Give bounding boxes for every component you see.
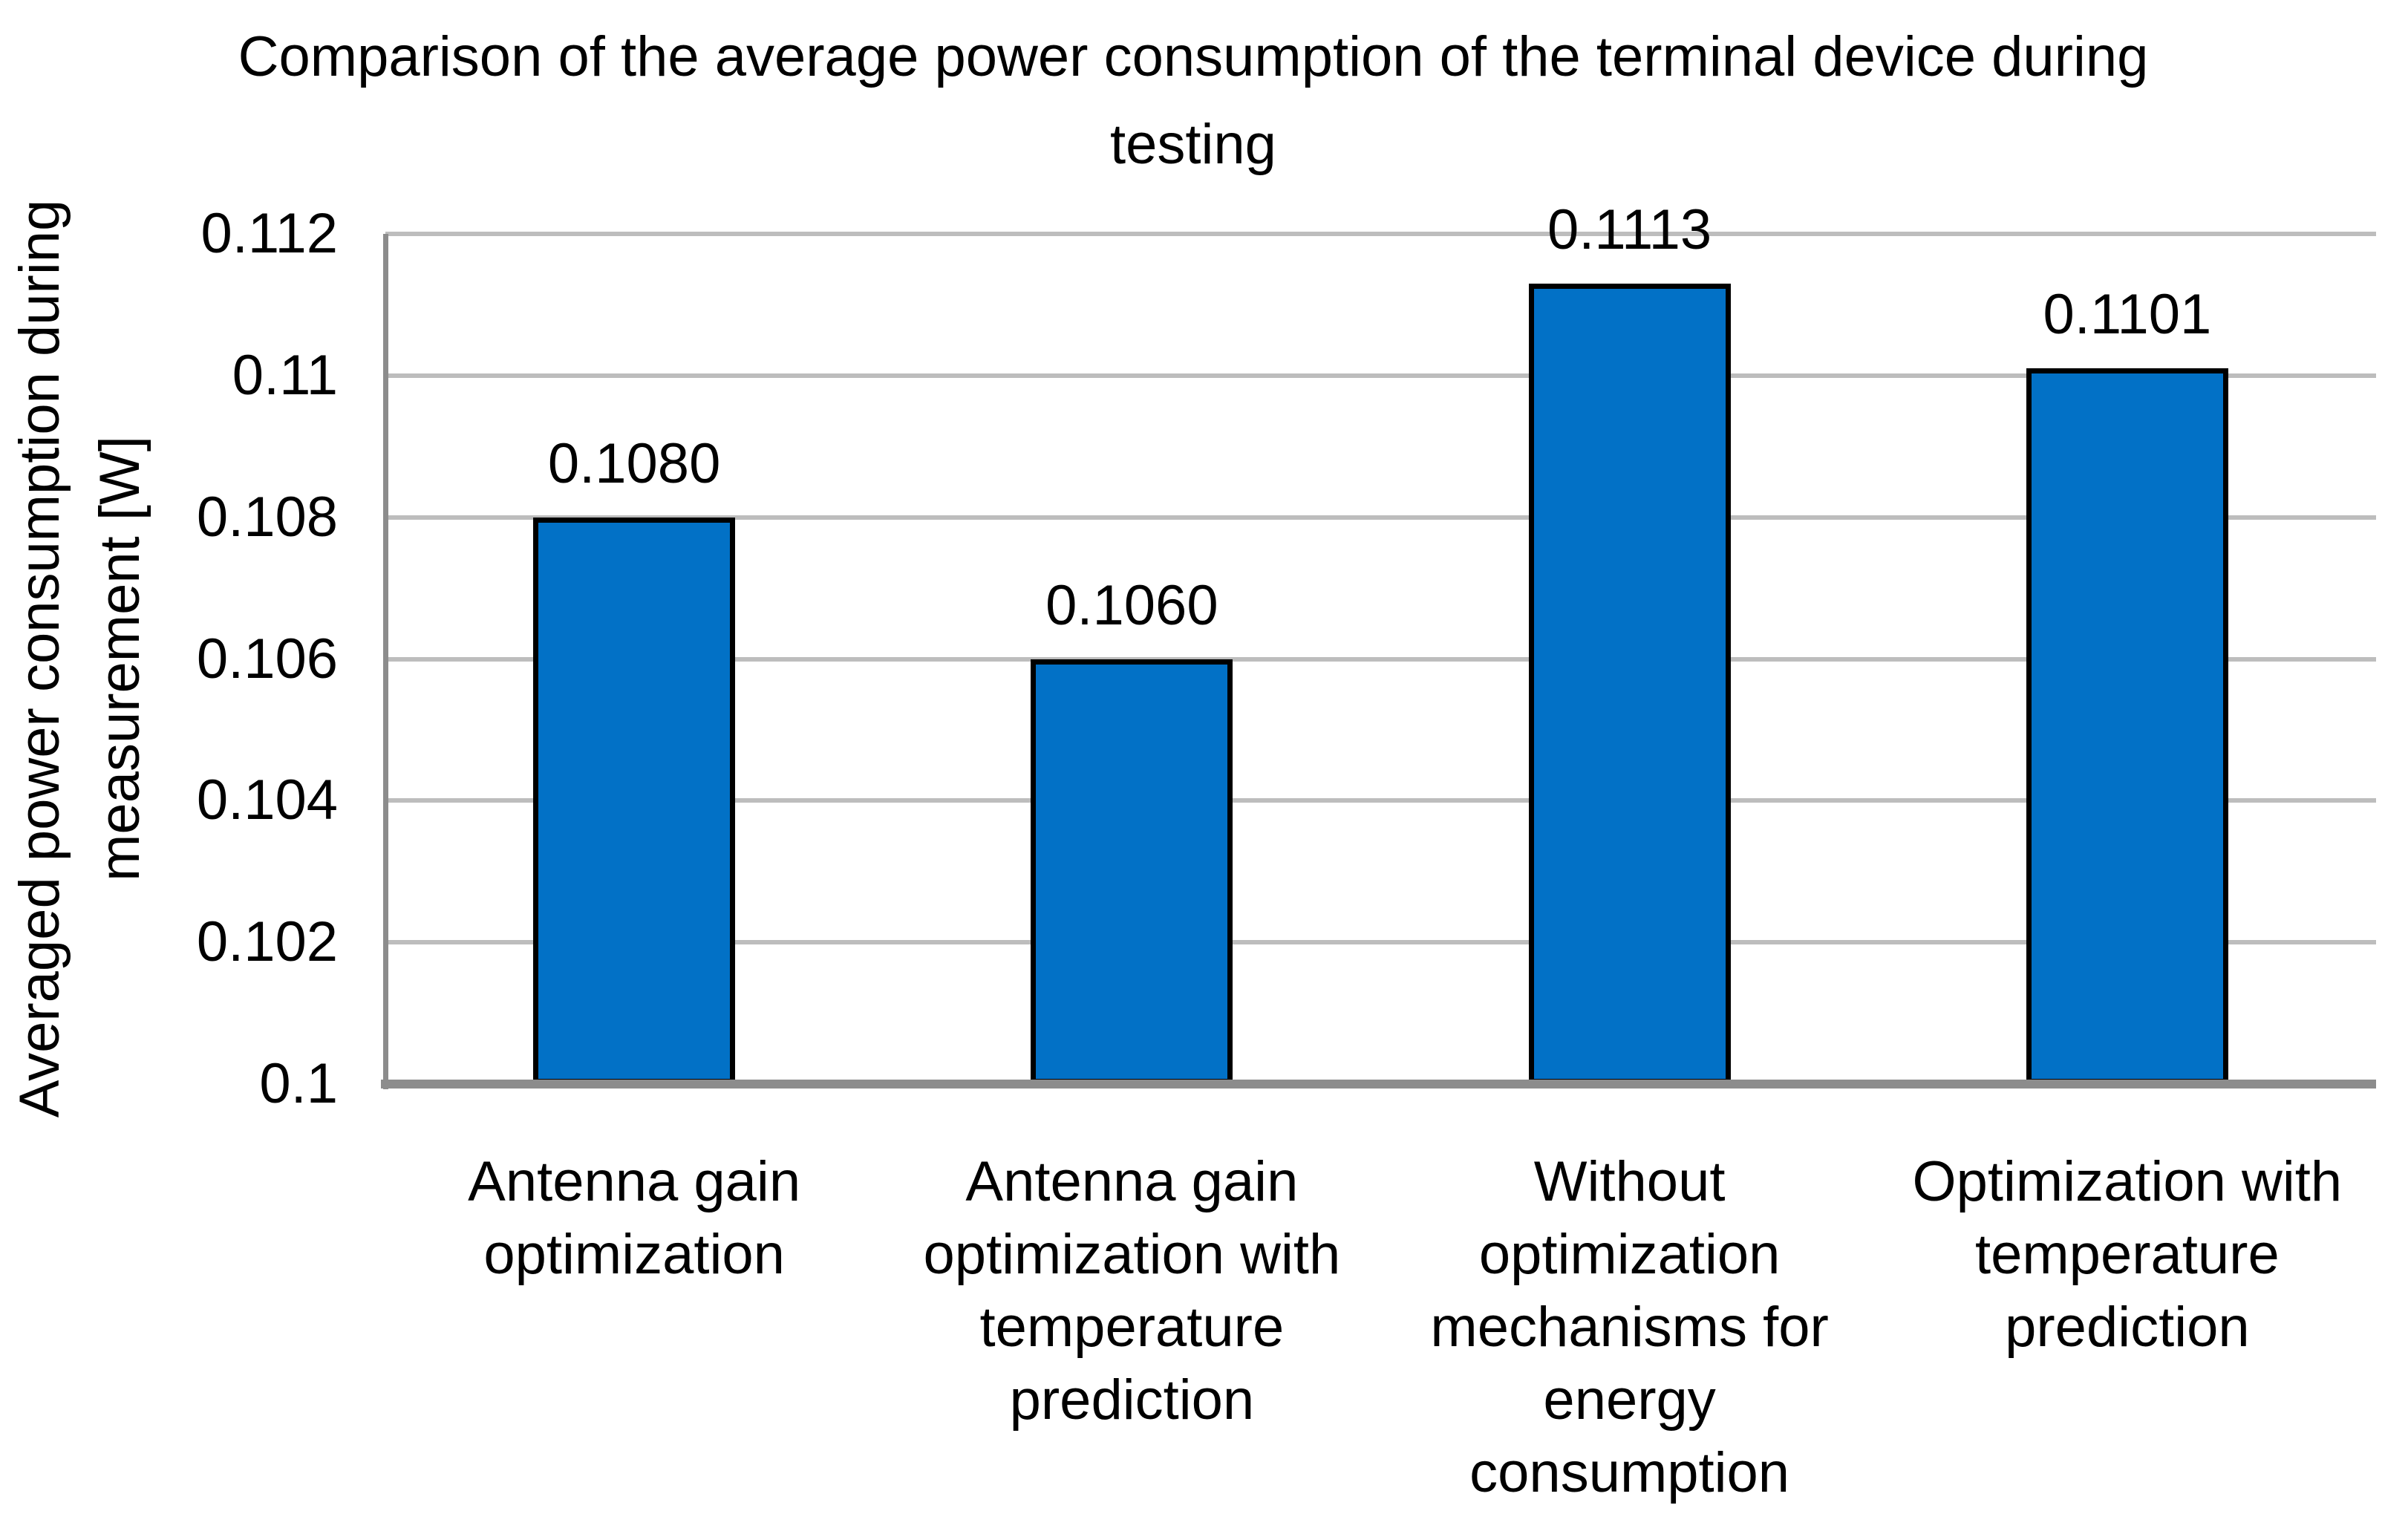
y-tick-label: 0.112 [200,202,338,265]
category-label: Optimization with temperature prediction [1912,1150,2343,1359]
gridline [385,515,2376,520]
bar-value-label: 0.1101 [2043,283,2212,347]
chart-title-line-2: testing [1110,113,1276,176]
y-axis-title-line-1: Averaged power consumption during [8,199,71,1118]
category-label: Antenna gain optimization with temperatu… [923,1150,1341,1432]
bar [1031,659,1233,1084]
y-tick-label: 0.106 [196,627,338,691]
bar [2026,368,2228,1084]
x-axis-line [381,1080,2376,1089]
bar-value-label: 0.1060 [1045,573,1218,637]
bar [533,517,736,1084]
category-label: Without optimization mechanisms for ener… [1430,1150,1829,1504]
bar [1528,283,1731,1084]
y-tick-label: 0.104 [196,768,338,832]
y-tick-label: 0.108 [196,485,338,549]
y-tick-label: 0.102 [196,910,338,974]
chart-title: Comparison of the average power consumpt… [149,13,2238,189]
chart-title-line-1: Comparison of the average power consumpt… [238,25,2149,88]
y-tick-label: 0.11 [232,343,338,407]
gridline [385,232,2376,236]
gridline [385,373,2376,378]
category-label: Antenna gain optimization [468,1150,801,1286]
y-axis-line [383,234,388,1089]
y-tick-label: 0.1 [259,1052,338,1115]
bar-value-label: 0.1080 [547,431,721,495]
gridline [385,656,2376,662]
gridline [385,798,2376,803]
gridline [385,940,2376,945]
bar-value-label: 0.1113 [1547,198,1712,261]
